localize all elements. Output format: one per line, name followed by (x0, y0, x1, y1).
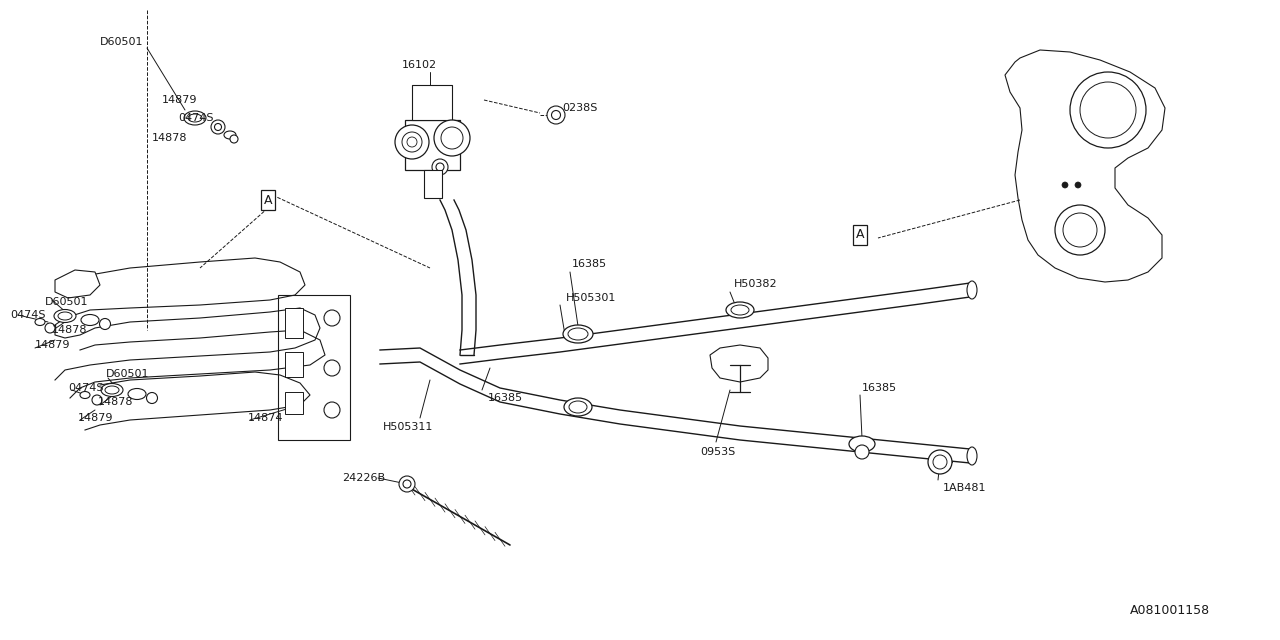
Circle shape (1075, 182, 1082, 188)
Ellipse shape (849, 436, 876, 452)
Text: 14878: 14878 (152, 133, 187, 143)
Circle shape (933, 455, 947, 469)
Bar (285, 308, 303, 338)
Ellipse shape (128, 388, 146, 399)
Text: 0953S: 0953S (700, 447, 735, 457)
Text: 14879: 14879 (163, 95, 197, 105)
Circle shape (403, 480, 411, 488)
Circle shape (396, 125, 429, 159)
Circle shape (324, 360, 340, 376)
Text: D60501: D60501 (106, 369, 150, 379)
Circle shape (324, 402, 340, 418)
Circle shape (146, 392, 157, 403)
Polygon shape (55, 270, 100, 298)
Text: D60501: D60501 (45, 297, 88, 307)
Bar (412, 85, 452, 120)
Ellipse shape (184, 111, 206, 125)
Circle shape (402, 132, 422, 152)
Ellipse shape (81, 314, 99, 326)
Circle shape (1080, 82, 1137, 138)
Text: 0238S: 0238S (562, 103, 598, 113)
Circle shape (211, 120, 225, 134)
Ellipse shape (726, 302, 754, 318)
Text: 1AB481: 1AB481 (943, 483, 987, 493)
Text: A: A (856, 228, 864, 241)
Bar (278, 295, 349, 440)
Bar (424, 170, 442, 198)
Bar (404, 120, 460, 170)
Text: 14878: 14878 (99, 397, 133, 407)
Text: 16385: 16385 (572, 259, 607, 269)
Circle shape (552, 111, 561, 120)
Circle shape (399, 476, 415, 492)
Ellipse shape (35, 319, 45, 326)
Text: 14879: 14879 (78, 413, 114, 423)
Text: 24226B: 24226B (342, 473, 385, 483)
Ellipse shape (105, 386, 119, 394)
Circle shape (434, 120, 470, 156)
Text: 0474S: 0474S (68, 383, 104, 393)
Text: 0474S: 0474S (178, 113, 214, 123)
Circle shape (324, 310, 340, 326)
Circle shape (215, 124, 221, 131)
Text: D60501: D60501 (100, 37, 143, 47)
Ellipse shape (58, 312, 72, 320)
Ellipse shape (731, 305, 749, 315)
Ellipse shape (568, 328, 588, 340)
Circle shape (436, 163, 444, 171)
Ellipse shape (188, 114, 202, 122)
Circle shape (230, 135, 238, 143)
Ellipse shape (570, 401, 588, 413)
Ellipse shape (79, 392, 90, 399)
Circle shape (855, 445, 869, 459)
Circle shape (1055, 205, 1105, 255)
Bar (285, 352, 303, 377)
Circle shape (547, 106, 564, 124)
Circle shape (92, 395, 102, 405)
Circle shape (1062, 182, 1068, 188)
Text: H505311: H505311 (383, 422, 434, 432)
Text: 0474S: 0474S (10, 310, 46, 320)
Circle shape (1062, 213, 1097, 247)
Ellipse shape (563, 325, 593, 343)
Ellipse shape (101, 383, 123, 397)
Circle shape (407, 137, 417, 147)
Ellipse shape (966, 447, 977, 465)
Text: 14874: 14874 (248, 413, 283, 423)
Circle shape (928, 450, 952, 474)
Polygon shape (1005, 50, 1165, 282)
Bar (285, 392, 303, 414)
Circle shape (100, 319, 110, 330)
Circle shape (45, 323, 55, 333)
Polygon shape (710, 345, 768, 382)
Text: 14878: 14878 (52, 325, 87, 335)
Ellipse shape (54, 310, 76, 323)
Ellipse shape (224, 131, 236, 139)
Circle shape (442, 127, 463, 149)
Ellipse shape (966, 281, 977, 299)
Text: 16385: 16385 (488, 393, 524, 403)
Text: A: A (264, 193, 273, 207)
Text: 16102: 16102 (402, 60, 438, 70)
Circle shape (433, 159, 448, 175)
Text: 16385: 16385 (861, 383, 897, 393)
Text: A081001158: A081001158 (1130, 604, 1210, 616)
Circle shape (1070, 72, 1146, 148)
Ellipse shape (564, 398, 591, 416)
Text: 14879: 14879 (35, 340, 70, 350)
Text: H50382: H50382 (733, 279, 778, 289)
Text: H505301: H505301 (566, 293, 617, 303)
